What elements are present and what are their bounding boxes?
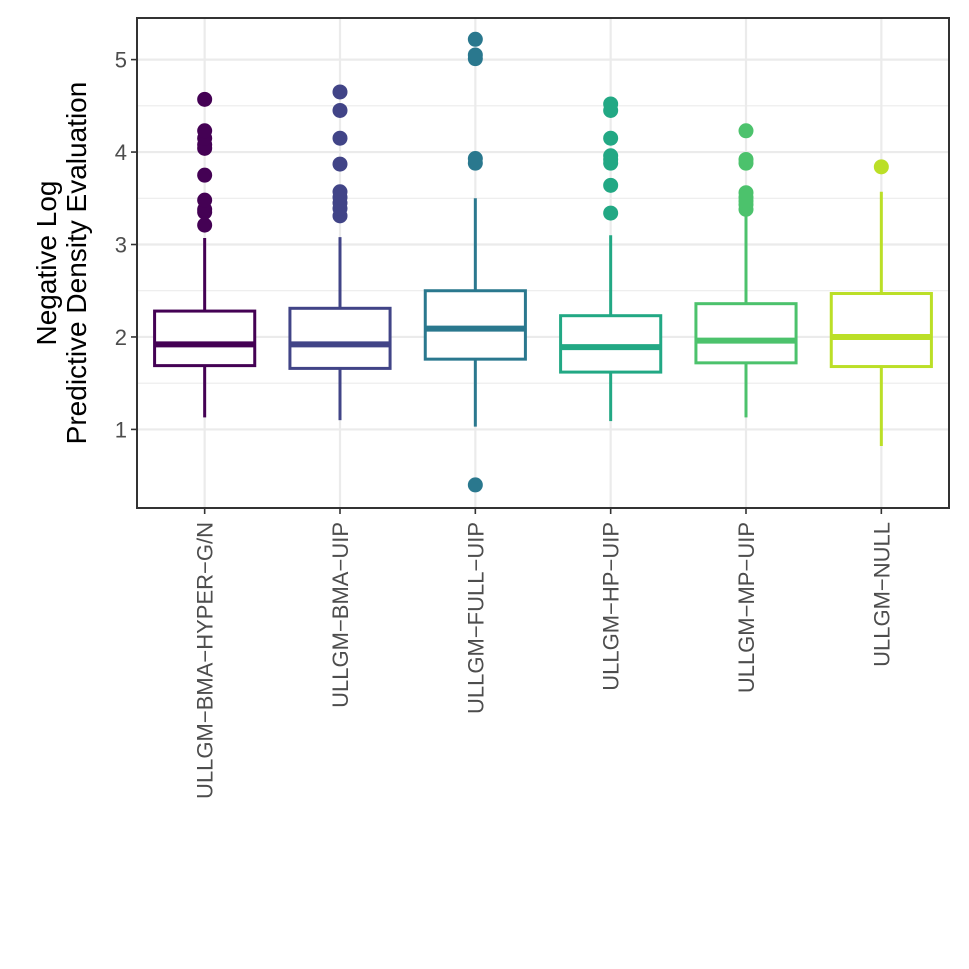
x-tick-label: ULLGM−BMA−HYPER−G/N <box>193 522 218 799</box>
x-axis: ULLGM−BMA−HYPER−G/N ULLGM−BMA−UIP ULLGM−FU… <box>193 508 894 799</box>
y-axis: 1 2 3 4 5 <box>115 48 137 442</box>
x-tick-label: ULLGM−HP−UIP <box>599 522 624 691</box>
outlier-point <box>197 123 213 139</box>
box-group <box>694 123 798 418</box>
outlier-point <box>332 156 348 172</box>
box-group <box>288 84 392 421</box>
outlier-point <box>738 185 754 201</box>
y-tick-label: 4 <box>115 140 127 165</box>
y-axis-title-line-2: Predictive Density Evaluation <box>61 82 92 445</box>
outlier-point <box>603 96 619 112</box>
boxes <box>153 31 933 493</box>
y-tick-label: 2 <box>115 325 127 350</box>
outlier-point <box>467 477 483 493</box>
plot-panel <box>137 18 949 508</box>
outlier-point <box>603 177 619 193</box>
outlier-point <box>738 151 754 167</box>
y-tick-label: 3 <box>115 233 127 258</box>
outlier-point <box>467 31 483 47</box>
box <box>694 302 798 365</box>
x-tick-label: ULLGM−BMA−UIP <box>328 522 353 708</box>
y-axis-title-line-1: Negative Log <box>31 180 62 345</box>
outlier-point <box>332 84 348 100</box>
x-tick-label: ULLGM−MP−UIP <box>734 522 759 693</box>
box <box>559 314 663 374</box>
box-group <box>153 91 257 418</box>
outlier-point <box>197 91 213 107</box>
outlier-point <box>197 167 213 183</box>
outlier-point <box>332 184 348 200</box>
outlier-point <box>197 192 213 208</box>
outlier-point <box>467 47 483 63</box>
outlier-point <box>603 130 619 146</box>
box-group <box>559 96 663 422</box>
y-tick-label: 1 <box>115 417 127 442</box>
outlier-point <box>467 151 483 167</box>
outlier-point <box>738 123 754 139</box>
y-tick-label: 5 <box>115 48 127 73</box>
box <box>829 292 933 369</box>
outlier-point <box>603 205 619 221</box>
outlier-point <box>603 148 619 164</box>
outlier-point <box>332 130 348 146</box>
outlier-point <box>197 217 213 233</box>
plot-border <box>136 17 950 509</box>
box <box>288 306 392 370</box>
outlier-point <box>332 102 348 118</box>
box-group <box>423 31 527 493</box>
outlier-point <box>873 159 889 175</box>
box-group <box>829 159 933 447</box>
box <box>423 289 527 361</box>
box <box>153 309 257 368</box>
x-tick-label: ULLGM−FULL−UIP <box>463 522 488 714</box>
x-tick-label: ULLGM−NULL <box>869 522 894 667</box>
